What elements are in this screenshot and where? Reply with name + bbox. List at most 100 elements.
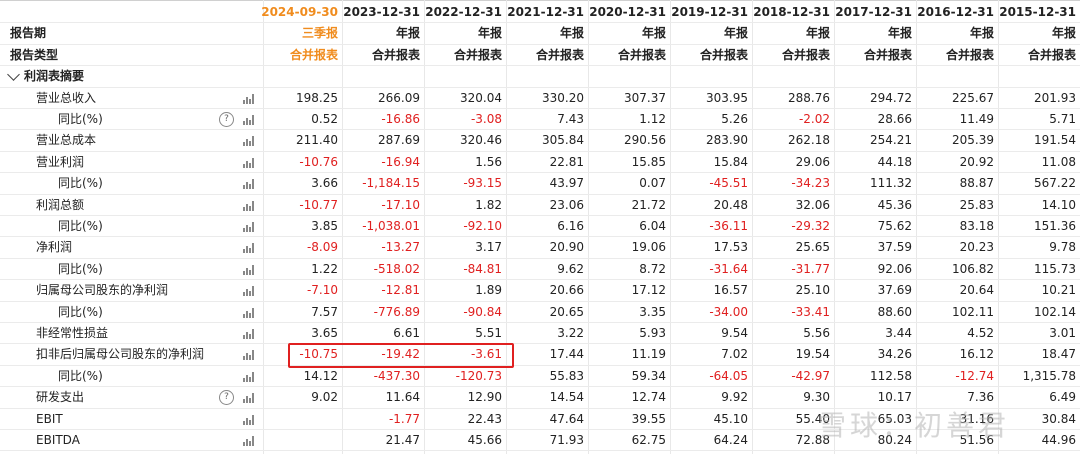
value-cell: 3.44 (885, 326, 912, 340)
period-header: 2015-12-31 (999, 5, 1076, 19)
help-icon[interactable]: ? (219, 390, 234, 406)
bar-chart-icon[interactable] (243, 243, 255, 254)
value-cell: -42.97 (791, 368, 830, 383)
report-kind-header: 年报 (477, 26, 502, 41)
value-cell: 11.49 (959, 112, 994, 126)
row-label: 同比(%) (58, 368, 103, 383)
header-report-kind-row: 报告期 三季报 年报 年报 年报 年报 年报 年报 年报 年报 年报 (0, 23, 1080, 45)
value-cell: 7.02 (721, 347, 748, 362)
watermark: 雪球：初善君 (818, 409, 1011, 442)
period-header: 2022-12-31 (425, 5, 502, 19)
value-cell: 1.22 (311, 261, 338, 276)
period-header: 2017-12-31 (835, 5, 912, 19)
value-cell: 43.97 (549, 176, 584, 191)
value-cell: 290.56 (624, 133, 666, 148)
section-row[interactable]: 利润表摘要 (0, 66, 1080, 88)
report-type-label: 报告类型 (10, 47, 59, 62)
value-cell: 25.10 (795, 283, 830, 298)
value-cell: -1,038.01 (362, 219, 420, 233)
row-divider (0, 107, 1080, 109)
value-cell: 1.82 (475, 197, 502, 212)
value-cell: -120.73 (455, 368, 502, 383)
row-divider (0, 321, 1080, 323)
statement-type-header: 合并报表 (289, 47, 338, 62)
column-divider (670, 0, 671, 454)
bar-chart-icon[interactable] (243, 93, 255, 104)
bar-chart-icon[interactable] (243, 414, 255, 425)
row-divider (0, 386, 1080, 388)
header-statement-type-row: 报告类型 合并报表 合并报表 合并报表 合并报表 合并报表 合并报表 合并报表 合并报表 合并报表… (0, 45, 1080, 67)
bar-chart-icon[interactable] (243, 371, 255, 382)
value-cell: -19.42 (381, 347, 420, 362)
value-cell: 4.52 (967, 326, 994, 340)
value-cell: 262.18 (788, 133, 830, 148)
bar-chart-icon[interactable] (243, 179, 255, 190)
value-cell: 83.18 (959, 219, 994, 233)
value-cell: -31.77 (791, 261, 830, 276)
table-row: EBITDA 21.47 45.66 71.93 62.75 64.24 72.88 80.2… (0, 430, 1080, 452)
value-cell: -92.10 (463, 219, 502, 233)
value-cell: 72.88 (795, 433, 830, 447)
table-row: 同比(%) 14.12 -437.30 -120.73 55.83 59.34 -64.05… (0, 366, 1080, 388)
help-icon[interactable]: ? (219, 112, 234, 127)
value-cell: 6.49 (1049, 390, 1076, 405)
value-cell: -518.02 (373, 261, 420, 276)
value-cell: 7.43 (557, 112, 584, 126)
bar-chart-icon[interactable] (243, 436, 255, 446)
table-row: 同比(%) 3.85 -1,038.01 -92.10 6.16 6.04 -36.11 -2… (0, 216, 1080, 238)
row-label: 营业利润 (36, 154, 85, 169)
value-cell: -13.27 (381, 240, 420, 255)
value-cell: 31.16 (959, 411, 994, 426)
bar-chart-icon[interactable] (243, 136, 255, 147)
bar-chart-icon[interactable] (243, 329, 255, 339)
value-cell: 44.18 (877, 154, 912, 169)
top-border (0, 0, 1080, 1)
bar-chart-icon[interactable] (243, 200, 255, 211)
bar-chart-icon[interactable] (243, 286, 255, 297)
value-cell: 5.26 (721, 112, 748, 126)
value-cell: 115.73 (1034, 261, 1076, 276)
value-cell: 1.12 (639, 112, 666, 126)
report-kind-header: 年报 (395, 26, 420, 41)
table-row: 同比(%) 1.22 -518.02 -84.81 9.62 8.72 -31.64 -31.… (0, 259, 1080, 281)
value-cell: 1,315.78 (1022, 368, 1076, 383)
value-cell: 9.30 (803, 390, 830, 405)
value-cell (260, 409, 338, 430)
column-divider (998, 0, 999, 454)
bar-chart-icon[interactable] (243, 350, 255, 361)
value-cell: 14.54 (549, 390, 584, 405)
period-header: 2020-12-31 (589, 5, 666, 19)
row-label: 同比(%) (58, 261, 103, 276)
chevron-down-icon[interactable] (7, 68, 20, 82)
value-cell: 17.12 (631, 283, 666, 298)
value-cell: 9.62 (557, 261, 584, 276)
value-cell: 567.22 (1034, 176, 1076, 191)
value-cell: 6.16 (557, 219, 584, 233)
report-kind-header: 年报 (723, 26, 748, 41)
value-cell: 3.35 (639, 304, 666, 319)
value-cell: 20.90 (549, 240, 584, 255)
row-divider (0, 150, 1080, 152)
value-cell: -34.23 (791, 176, 830, 191)
table-row: 营业总收入 198.25 266.09 320.04 330.20 307.37 303.9… (0, 88, 1080, 109)
bar-chart-icon[interactable] (243, 393, 255, 404)
row-divider (0, 214, 1080, 216)
row-label: 同比(%) (58, 176, 103, 191)
section-title: 利润表摘要 (24, 69, 85, 84)
statement-type-header: 合并报表 (781, 47, 830, 62)
row-divider (0, 193, 1080, 195)
statement-type-header: 合并报表 (453, 47, 502, 62)
value-cell: -1.77 (388, 411, 420, 426)
value-cell: 303.95 (706, 90, 748, 105)
bar-chart-icon[interactable] (243, 307, 255, 318)
bar-chart-icon[interactable] (243, 157, 255, 168)
bar-chart-icon[interactable] (243, 264, 255, 275)
row-divider (0, 428, 1080, 430)
bar-chart-icon[interactable] (243, 222, 255, 232)
value-cell: 75.62 (877, 219, 912, 233)
row-label: 非经常性损益 (36, 326, 109, 340)
value-cell: 19.06 (631, 240, 666, 255)
row-label: 同比(%) (58, 112, 103, 126)
value-cell: 34.26 (877, 347, 912, 362)
bar-chart-icon[interactable] (243, 115, 255, 125)
